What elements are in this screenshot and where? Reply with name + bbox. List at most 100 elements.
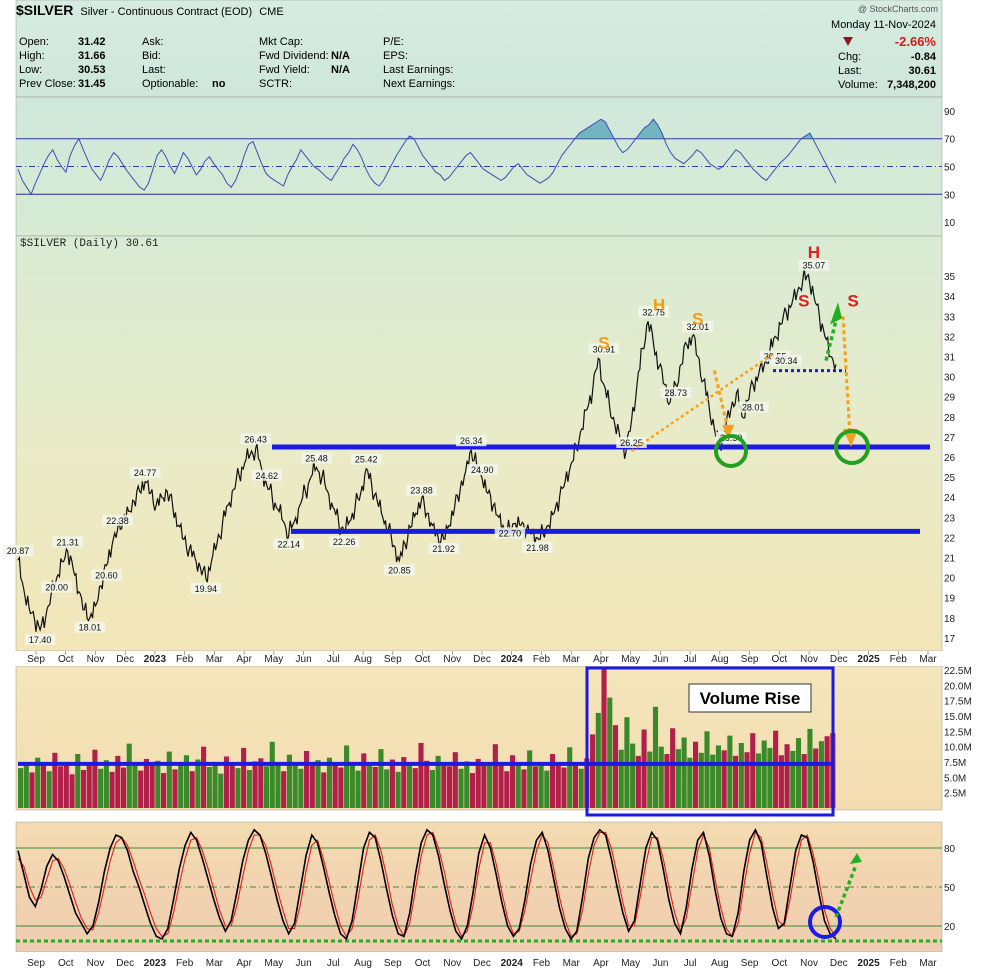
volume-bar bbox=[201, 746, 207, 808]
price-data-label: 26.34 bbox=[460, 436, 483, 446]
price-tick-label: 22 bbox=[944, 533, 956, 544]
volume-bar bbox=[418, 742, 424, 808]
volume-bar bbox=[452, 752, 458, 808]
x-axis-label: Feb bbox=[890, 654, 908, 665]
price-data-label: 35.07 bbox=[803, 261, 826, 271]
volume-bar bbox=[80, 769, 87, 808]
x-axis-label: Sep bbox=[27, 958, 45, 969]
price-data-label: 21.92 bbox=[432, 544, 455, 554]
header-label: Fwd Dividend: bbox=[259, 50, 329, 62]
header-label: High: bbox=[19, 50, 45, 62]
x-axis-label: Feb bbox=[176, 654, 194, 665]
volume-bar bbox=[126, 743, 132, 808]
price-data-label-bg bbox=[682, 321, 714, 333]
volume-bar bbox=[109, 771, 115, 808]
price-tick-label: 24 bbox=[944, 493, 956, 504]
x-axis-label: Jul bbox=[684, 958, 697, 969]
volume-bar bbox=[115, 755, 121, 808]
price-data-label-bg bbox=[240, 433, 271, 445]
price-data-label-bg bbox=[41, 581, 72, 593]
price-chart: 35 34 33 32 31 30 29 28 27 26 25 24 23 22 21 20 19 18 17 20… bbox=[2, 243, 956, 645]
x-axis-label: Sep bbox=[27, 654, 45, 665]
volume-bar bbox=[801, 754, 807, 808]
volume-bar bbox=[710, 754, 716, 808]
x-axis-label: Apr bbox=[236, 958, 252, 969]
price-data-label: 30.91 bbox=[593, 344, 616, 354]
volume-bar bbox=[744, 752, 750, 808]
pattern-label-head-1: H bbox=[653, 295, 665, 314]
volume-bar bbox=[269, 741, 275, 808]
volume-tick-label: 20.0M bbox=[944, 681, 972, 692]
volume-tick-label: 12.5M bbox=[944, 727, 972, 738]
volume-bar bbox=[338, 767, 344, 808]
volume-bar bbox=[750, 733, 756, 808]
x-axis-label: Jun bbox=[652, 958, 668, 969]
volume-bar bbox=[178, 762, 184, 808]
volume-tick-label: 5.0M bbox=[944, 773, 966, 784]
volume-bar bbox=[161, 773, 167, 808]
x-axis-label: Aug bbox=[354, 958, 372, 969]
down-arrow-icon bbox=[843, 37, 853, 46]
price-data-label-bg bbox=[588, 343, 620, 355]
price-tick-label: 33 bbox=[944, 312, 956, 323]
price-data-label: 17.40 bbox=[29, 635, 52, 645]
volume-bar bbox=[738, 742, 744, 808]
rsi-chart: 90 70 50 30 10 bbox=[16, 107, 956, 229]
orange-trend-dotted bbox=[630, 351, 776, 453]
volume-bar bbox=[395, 771, 401, 808]
volume-bar bbox=[561, 767, 567, 808]
pattern-label-right-shoulder-2: S bbox=[847, 291, 858, 310]
price-data-label-bg bbox=[522, 541, 553, 553]
x-axis-label: 2024 bbox=[501, 958, 524, 969]
rsi-tick-label: 50 bbox=[944, 163, 956, 174]
price-data-label-bg bbox=[301, 452, 332, 464]
x-axis-label: Nov bbox=[800, 958, 818, 969]
x-axis-label: Oct bbox=[58, 958, 74, 969]
price-data-label-bg bbox=[660, 387, 691, 399]
price-data-label: 22.70 bbox=[499, 528, 522, 538]
price-data-label-bg bbox=[328, 536, 360, 548]
price-data-label: 18.01 bbox=[79, 623, 102, 633]
volume-bar bbox=[641, 729, 647, 808]
price-tick-label: 21 bbox=[944, 554, 956, 565]
header-label: Last: bbox=[838, 65, 862, 77]
volume-bar bbox=[527, 750, 533, 808]
volume-bar bbox=[361, 753, 367, 808]
x-axis-label: Nov bbox=[87, 958, 105, 969]
volume-bar bbox=[487, 765, 493, 808]
header-value: no bbox=[212, 78, 226, 90]
x-axis-label: May bbox=[621, 958, 640, 969]
header-value: 31.66 bbox=[78, 50, 106, 62]
price-data-label: 28.01 bbox=[742, 403, 765, 413]
header-value: N/A bbox=[331, 64, 350, 76]
volume-bar bbox=[578, 768, 584, 808]
volume-bar bbox=[263, 766, 270, 808]
price-data-label-bg bbox=[190, 582, 222, 594]
volume-bar bbox=[498, 764, 504, 808]
volume-bar bbox=[790, 750, 796, 808]
volume-bar bbox=[138, 770, 144, 808]
rsi-tick-label: 90 bbox=[944, 107, 956, 118]
volume-bar bbox=[424, 760, 430, 808]
x-axis-labels: Sep Sep Oct Oct Nov Nov Dec Dec 2023 2023 Feb Feb Ma… bbox=[27, 651, 937, 969]
volume-tick-label: 15.0M bbox=[944, 712, 972, 723]
price-data-label-bg bbox=[350, 453, 382, 465]
volume-bar bbox=[469, 773, 476, 808]
price-x-axis-band bbox=[16, 651, 942, 666]
volume-bar bbox=[698, 752, 704, 808]
price-data-label: 30.34 bbox=[775, 356, 798, 366]
price-tick-label: 27 bbox=[944, 433, 956, 444]
volume-bar bbox=[509, 755, 516, 808]
volume-bar bbox=[366, 762, 373, 808]
volume-bar bbox=[618, 749, 624, 808]
summary-block: Chg: -0.84 Last: 30.61 Volume: 7,348,200 bbox=[838, 51, 937, 91]
x-axis-label: 2025 bbox=[857, 654, 880, 665]
volume-bar bbox=[86, 765, 92, 808]
volume-bar bbox=[515, 762, 521, 808]
price-data-label: 26.43 bbox=[244, 434, 267, 444]
price-tick-label: 26 bbox=[944, 453, 956, 464]
header-panel bbox=[15, 0, 943, 98]
x-axis-label: Oct bbox=[58, 654, 74, 665]
price-line bbox=[17, 268, 837, 632]
header-label: Fwd Yield: bbox=[259, 64, 310, 76]
